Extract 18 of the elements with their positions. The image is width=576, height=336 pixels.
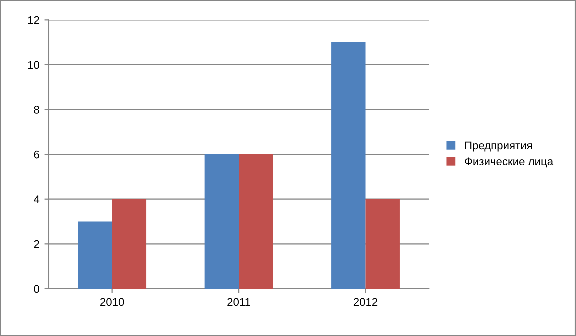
bar [78,222,112,289]
bar [204,154,240,289]
bar [366,199,400,289]
y-tick-label: 10 [28,61,40,70]
bar [239,154,274,289]
y-tick-label: 12 [28,16,40,24]
y-tick-label: 4 [34,196,40,204]
bar [332,42,366,289]
y-tick-label: 0 [34,285,40,294]
legend-label: Предприятия [465,142,532,152]
y-tick-label: 2 [34,240,40,248]
legend-label: Физические лица [465,158,554,168]
x-tick-label: 2012 [354,298,378,306]
bar [112,199,147,289]
y-tick-label: 6 [34,150,40,159]
x-tick-label: 2011 [228,298,250,306]
y-tick-label: 8 [34,106,40,114]
x-tick-label: 2010 [100,298,124,306]
